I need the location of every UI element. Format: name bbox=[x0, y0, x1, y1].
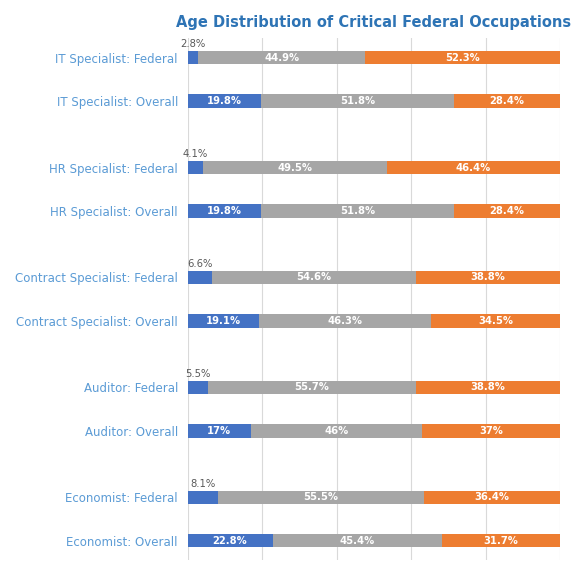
Bar bbox=[251, 424, 422, 438]
Text: 51.8%: 51.8% bbox=[340, 95, 375, 106]
Bar bbox=[261, 204, 454, 217]
Bar bbox=[454, 94, 560, 108]
Bar bbox=[431, 314, 559, 328]
Text: 4.1%: 4.1% bbox=[183, 149, 208, 159]
Text: 2.8%: 2.8% bbox=[180, 39, 205, 49]
Text: 19.8%: 19.8% bbox=[207, 206, 242, 216]
Bar bbox=[187, 314, 259, 328]
Bar bbox=[187, 51, 198, 64]
Bar bbox=[187, 271, 212, 285]
Bar bbox=[187, 204, 261, 217]
Bar bbox=[416, 271, 560, 285]
Bar bbox=[187, 424, 251, 438]
Text: 45.4%: 45.4% bbox=[339, 535, 375, 546]
Bar bbox=[218, 490, 424, 504]
Bar bbox=[187, 490, 218, 504]
Bar bbox=[387, 160, 560, 174]
Bar bbox=[187, 381, 208, 394]
Bar bbox=[365, 51, 560, 64]
Bar bbox=[424, 490, 560, 504]
Text: 51.8%: 51.8% bbox=[340, 206, 375, 216]
Text: 38.8%: 38.8% bbox=[470, 382, 505, 393]
Bar bbox=[203, 160, 387, 174]
Text: 28.4%: 28.4% bbox=[490, 206, 524, 216]
Bar bbox=[454, 204, 560, 217]
Text: 55.7%: 55.7% bbox=[294, 382, 329, 393]
Text: 46%: 46% bbox=[324, 426, 348, 436]
Title: Age Distribution of Critical Federal Occupations: Age Distribution of Critical Federal Occ… bbox=[176, 15, 572, 30]
Bar bbox=[187, 534, 273, 547]
Text: 5.5%: 5.5% bbox=[185, 369, 210, 379]
Text: 8.1%: 8.1% bbox=[190, 479, 215, 489]
Text: 19.8%: 19.8% bbox=[207, 95, 242, 106]
Text: 38.8%: 38.8% bbox=[470, 273, 505, 282]
Text: 17%: 17% bbox=[207, 426, 231, 436]
Text: 46.3%: 46.3% bbox=[327, 316, 362, 325]
Text: 34.5%: 34.5% bbox=[478, 316, 513, 325]
Text: 52.3%: 52.3% bbox=[445, 52, 480, 63]
Text: 19.1%: 19.1% bbox=[206, 316, 241, 325]
Bar bbox=[259, 314, 431, 328]
Text: 6.6%: 6.6% bbox=[187, 259, 213, 269]
Text: 36.4%: 36.4% bbox=[475, 492, 509, 503]
Bar bbox=[198, 51, 365, 64]
Bar bbox=[212, 271, 416, 285]
Text: 44.9%: 44.9% bbox=[264, 52, 299, 63]
Text: 28.4%: 28.4% bbox=[490, 95, 524, 106]
Text: 46.4%: 46.4% bbox=[456, 163, 491, 172]
Text: 49.5%: 49.5% bbox=[278, 163, 313, 172]
Bar bbox=[187, 160, 203, 174]
Bar bbox=[422, 424, 560, 438]
Bar bbox=[273, 534, 442, 547]
Bar bbox=[187, 94, 261, 108]
Text: 55.5%: 55.5% bbox=[304, 492, 339, 503]
Text: 54.6%: 54.6% bbox=[296, 273, 331, 282]
Text: 22.8%: 22.8% bbox=[213, 535, 247, 546]
Bar bbox=[442, 534, 559, 547]
Text: 37%: 37% bbox=[479, 426, 503, 436]
Bar bbox=[261, 94, 454, 108]
Text: 31.7%: 31.7% bbox=[483, 535, 518, 546]
Bar bbox=[208, 381, 416, 394]
Bar bbox=[416, 381, 560, 394]
